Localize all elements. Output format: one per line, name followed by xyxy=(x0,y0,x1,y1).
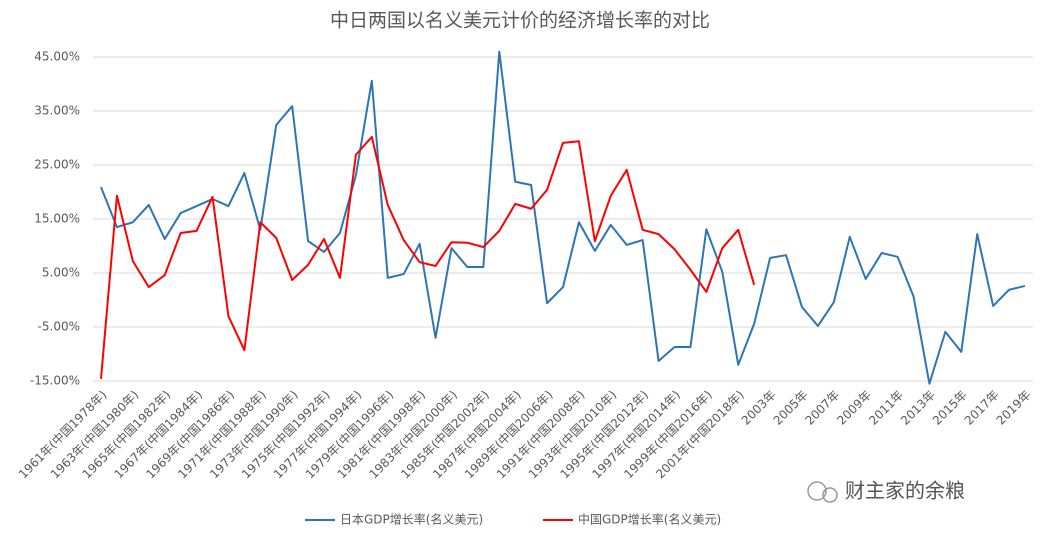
plot-lines xyxy=(100,50,1026,385)
x-tick-label: 2019年 xyxy=(994,388,1034,428)
x-tick-label: 2017年 xyxy=(962,388,1002,428)
y-tick-label: -15.00% xyxy=(30,374,80,388)
x-tick-label: 2015年 xyxy=(930,388,970,428)
x-tick-label: 2005年 xyxy=(771,388,811,428)
x-tick-label: 2009年 xyxy=(834,388,874,428)
y-tick-label: 35.00% xyxy=(34,104,80,118)
legend-label: 中国GDP增长率(名义美元) xyxy=(578,512,721,527)
series-line xyxy=(100,50,1026,385)
y-tick-label: 15.00% xyxy=(34,212,80,226)
x-tick-label: 2013年 xyxy=(898,388,938,428)
series-line xyxy=(100,135,756,379)
y-tick-label: 25.00% xyxy=(34,158,80,172)
y-tick-label: 45.00% xyxy=(34,50,80,64)
watermark-icon xyxy=(807,481,827,501)
legend-label: 日本GDP增长率(名义美元) xyxy=(340,512,483,527)
y-tick-label: -5.00% xyxy=(38,320,80,334)
watermark-text: 财主家的余粮 xyxy=(845,479,965,503)
watermark: 财主家的余粮 xyxy=(807,479,965,503)
x-tick-label: 2007年 xyxy=(802,388,842,428)
watermark-icon xyxy=(822,487,838,503)
x-tick-label: 2003年 xyxy=(739,388,779,428)
x-tick-label: 2011年 xyxy=(866,388,906,428)
chart-title: 中日两国以名义美元计价的经济增长率的对比 xyxy=(330,10,710,32)
y-tick-label: 5.00% xyxy=(42,266,80,280)
